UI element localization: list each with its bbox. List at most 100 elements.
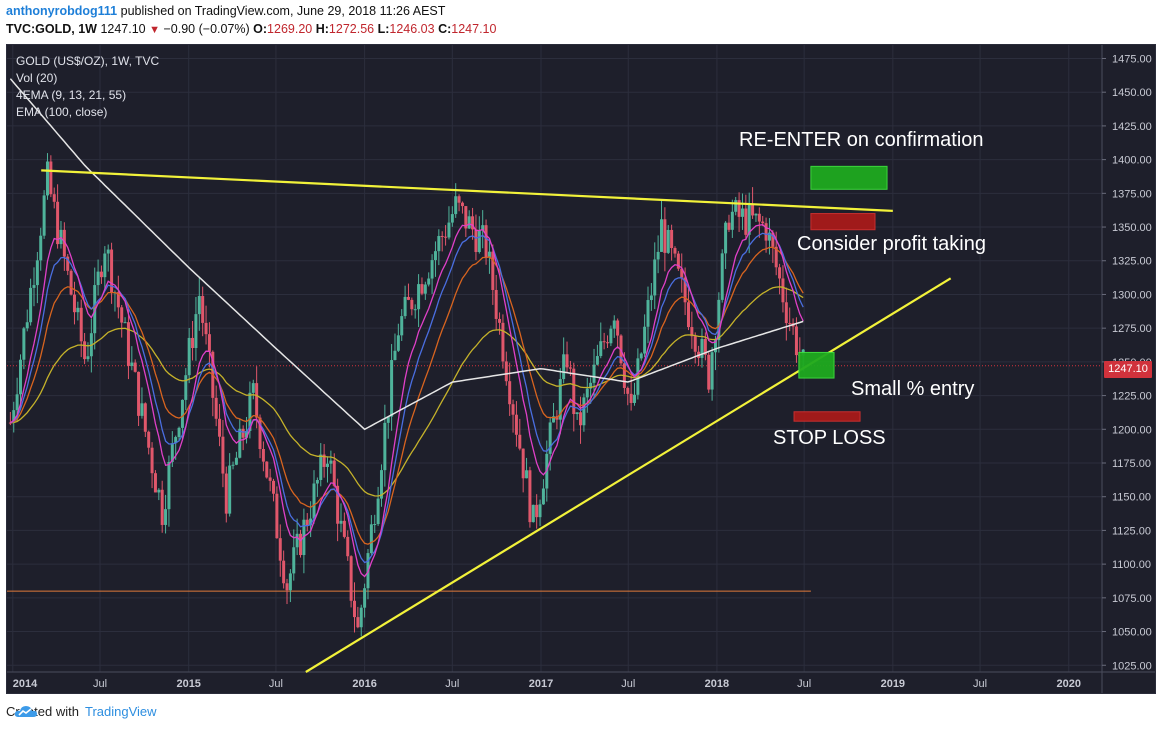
candle-body: [268, 477, 272, 481]
candle-body: [592, 364, 596, 383]
annotation-profit: Consider profit taking: [797, 233, 986, 255]
candle-body: [79, 307, 83, 342]
legend-ema100: EMA (100, close): [16, 105, 108, 119]
candle-body: [164, 509, 168, 525]
y-tick-label: 1050.00: [1112, 627, 1152, 639]
candle-body: [440, 236, 444, 238]
candle-body: [464, 206, 468, 229]
candle-body: [494, 289, 498, 319]
candle-body: [538, 504, 542, 518]
tradingview-link[interactable]: TradingView: [84, 704, 157, 719]
candle-body: [781, 278, 785, 303]
x-tick-label: Jul: [93, 678, 107, 690]
candle-body: [133, 362, 137, 372]
candle-body: [383, 422, 387, 471]
candle-body: [96, 271, 100, 286]
candle-body: [747, 204, 751, 235]
candle-body: [400, 316, 404, 336]
candle-body: [602, 341, 606, 343]
candle-body: [69, 270, 73, 295]
candle-body: [703, 339, 707, 355]
candle-body: [376, 498, 380, 525]
candle-body: [585, 388, 589, 398]
candle-body: [720, 253, 724, 300]
candle-body: [258, 417, 262, 450]
candle-body: [245, 430, 249, 438]
candle-body: [76, 307, 80, 313]
candle-body: [541, 488, 545, 505]
ema100-line: [9, 78, 804, 431]
y-tick-label: 1125.00: [1112, 525, 1151, 537]
ohlc-line: TVC:GOLD, 1W 1247.10 ▼ −0.90 (−0.07%) O:…: [6, 22, 496, 36]
candle-body: [528, 470, 532, 523]
candle-body: [754, 213, 758, 216]
candle-body: [167, 461, 171, 510]
zone-profit: [810, 213, 876, 231]
candle-body: [18, 359, 22, 395]
y-tick-label: 1175.00: [1112, 458, 1151, 470]
author-link[interactable]: anthonyrobdog111: [6, 4, 118, 18]
ema9-line: [10, 223, 804, 578]
candle-body: [616, 320, 620, 336]
candle-body: [66, 256, 70, 271]
candle-body: [83, 341, 87, 360]
y-tick-label: 1325.00: [1112, 256, 1152, 268]
candle-body: [312, 483, 316, 519]
resistance-trendline: [41, 169, 893, 212]
candle-body: [575, 412, 579, 415]
candle-body: [99, 271, 103, 278]
candle-body: [393, 350, 397, 361]
candle-body: [572, 368, 576, 415]
last-price: 1247.10: [100, 22, 146, 36]
y-tick-label: 1475.00: [1112, 53, 1152, 65]
y-tick-label: 1075.00: [1112, 593, 1152, 605]
price-chart[interactable]: 1475.00 1450.00 1425.00 1400.00 1375.00 1350.…: [7, 45, 1155, 693]
candle-body: [612, 320, 616, 329]
x-tick-label: 2016: [352, 678, 376, 690]
candle-body: [160, 489, 164, 525]
footer: Created with TradingView: [6, 704, 157, 719]
candle-body: [450, 214, 454, 223]
published-text: published on TradingView.com, June 29, 2…: [120, 4, 446, 18]
candle-body: [49, 161, 53, 195]
candle-body: [72, 294, 76, 313]
ema55-line: [10, 286, 804, 497]
candle-body: [204, 322, 208, 335]
annotation-reenter: RE-ENTER on confirmation: [739, 129, 984, 151]
candle-body: [646, 300, 650, 327]
candle-body: [45, 161, 49, 196]
candle-body: [15, 394, 19, 411]
open-label: O:: [253, 22, 268, 36]
candle-body: [56, 201, 60, 245]
candle-body: [676, 253, 680, 269]
candle-body: [693, 336, 697, 352]
candle-body: [626, 387, 630, 394]
candle-body: [184, 375, 188, 400]
candle-body: [521, 448, 525, 479]
candle-body: [680, 268, 684, 278]
candle-body: [309, 518, 313, 526]
x-tick-label: Jul: [797, 678, 811, 690]
support-trendline: [305, 277, 952, 673]
candle-body: [22, 328, 26, 360]
candle-body: [481, 225, 485, 231]
candle-body: [410, 299, 414, 310]
candle-body: [565, 354, 569, 368]
candle-body: [767, 232, 771, 241]
candle-body: [315, 480, 319, 484]
candle-body: [484, 225, 488, 258]
candle-body: [52, 194, 56, 202]
x-tick-label: 2018: [705, 678, 729, 690]
candle-body: [356, 617, 360, 628]
y-tick-label: 1400.00: [1112, 155, 1152, 167]
open-value: 1269.20: [267, 22, 313, 36]
candle-body: [390, 360, 394, 417]
candle-body: [379, 470, 383, 499]
candle-body: [643, 326, 647, 354]
chart-legend: GOLD (US$/OZ), 1W, TVC Vol (20) 4EMA (9,…: [16, 53, 159, 121]
chart-area[interactable]: 1475.00 1450.00 1425.00 1400.00 1375.00 1350.…: [6, 44, 1156, 694]
candle-body: [336, 485, 340, 524]
candle-body: [349, 556, 353, 601]
y-tick-label: 1450.00: [1112, 87, 1152, 99]
candle-body: [363, 588, 367, 608]
